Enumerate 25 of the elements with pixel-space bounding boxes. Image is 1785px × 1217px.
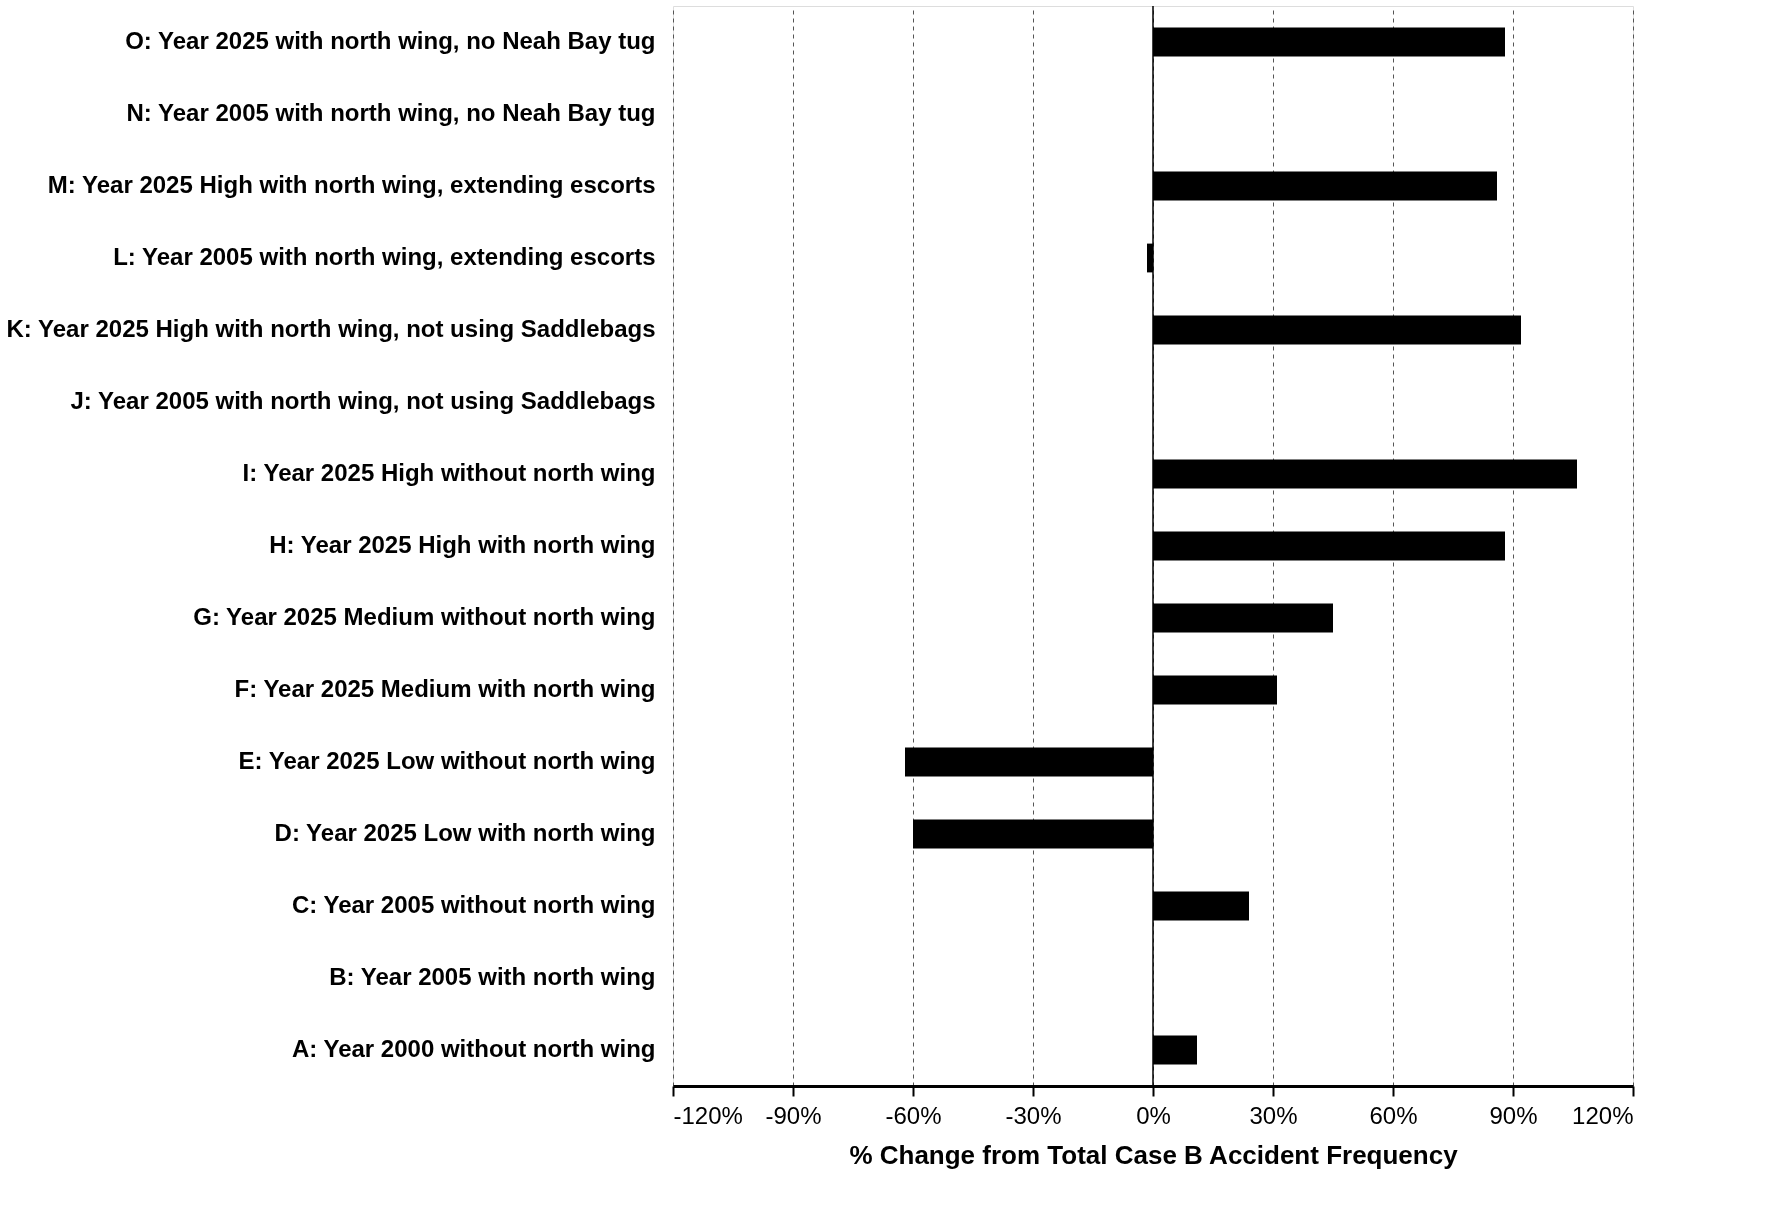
- x-tick-label: 120%: [1572, 1101, 1634, 1129]
- y-tick-label: I: Year 2025 High without north wing: [242, 459, 656, 486]
- y-tick-label: O: Year 2025 with north wing, no Neah Bay tug: [125, 27, 656, 54]
- y-tick-label: G: Year 2025 Medium without north wing: [193, 603, 656, 630]
- y-tick-label: L: Year 2005 with north wing, extending escorts: [113, 243, 656, 270]
- x-tick-label: -90%: [765, 1101, 822, 1129]
- y-tick-label: D: Year 2025 Low with north wing: [274, 819, 656, 846]
- x-tick-label: -120%: [673, 1101, 743, 1129]
- y-tick-label: E: Year 2025 Low without north wing: [238, 747, 656, 774]
- x-tick-label: 60%: [1369, 1101, 1418, 1129]
- y-tick-label: N: Year 2005 with north wing, no Neah Bay tug: [126, 99, 656, 126]
- x-tick-label: 90%: [1489, 1101, 1538, 1129]
- y-tick-label: M: Year 2025 High with north wing, extending escorts: [47, 171, 656, 198]
- y-tick-label: J: Year 2005 with north wing, not using Saddlebags: [70, 387, 656, 414]
- y-tick-label: C: Year 2005 without north wing: [291, 891, 656, 918]
- y-tick-label: H: Year 2025 High with north wing: [269, 531, 656, 558]
- x-tick-label: 30%: [1249, 1101, 1298, 1129]
- y-tick-label: B: Year 2005 with north wing: [329, 963, 656, 990]
- y-tick-label: F: Year 2025 Medium with north wing: [234, 675, 656, 702]
- x-axis-title: % Change from Total Case B Accident Frequency: [849, 1139, 1459, 1170]
- y-tick-label: K: Year 2025 High with north wing, not using Saddlebags: [6, 315, 656, 342]
- y-tick-label: A: Year 2000 without north wing: [291, 1035, 656, 1062]
- x-tick-label: -30%: [1005, 1101, 1062, 1129]
- x-tick-label: 0%: [1136, 1101, 1171, 1129]
- x-tick-label: -60%: [885, 1101, 942, 1129]
